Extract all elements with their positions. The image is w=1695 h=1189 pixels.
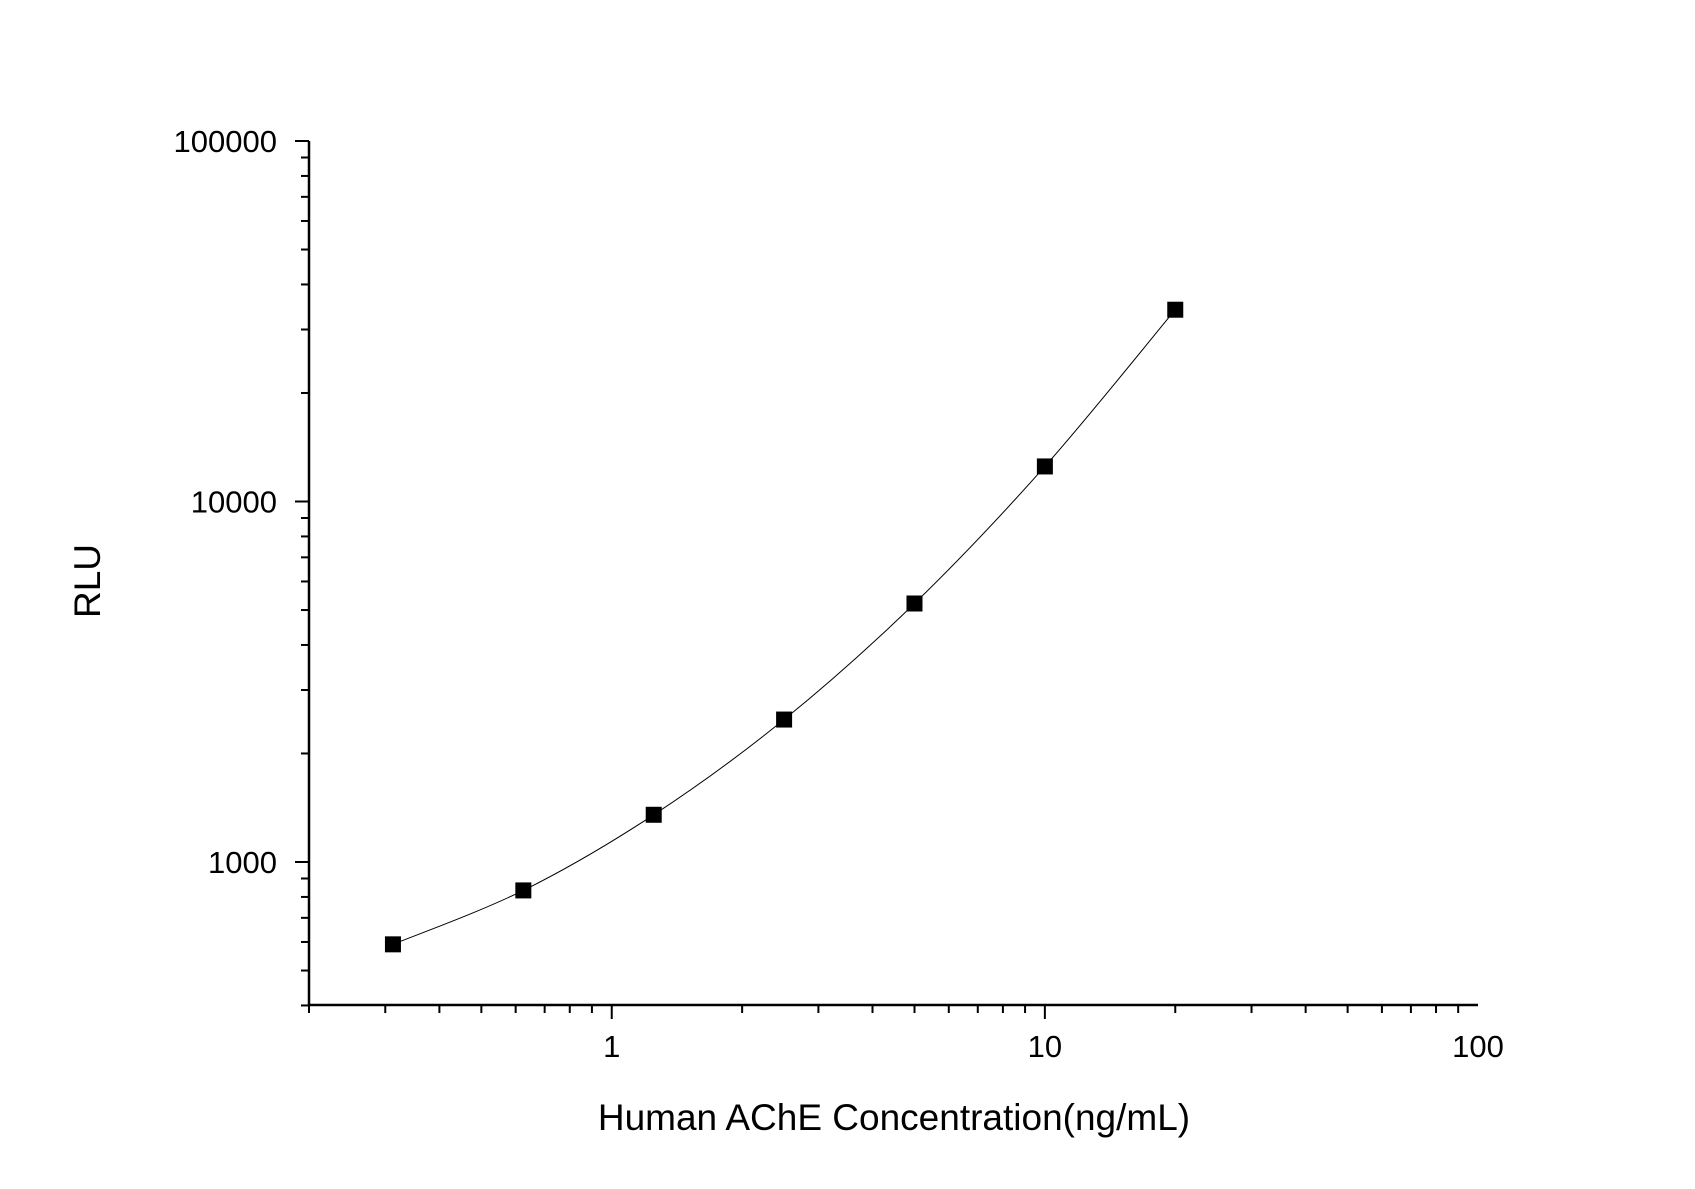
data-point	[645, 806, 662, 823]
data-point	[384, 936, 401, 953]
data-point	[1167, 301, 1184, 318]
data-point	[515, 882, 532, 899]
y-tick-label: 10000	[191, 485, 277, 520]
x-axis-label: Human AChE Concentration(ng/mL)	[598, 1097, 1190, 1138]
data-point	[1036, 458, 1053, 475]
data-points	[384, 301, 1184, 953]
data-point	[776, 711, 793, 728]
x-tick-label: 1	[603, 1029, 620, 1064]
y-axis-label: RLU	[67, 544, 108, 618]
series-line	[392, 309, 1176, 945]
x-tick-label: 100	[1452, 1029, 1504, 1064]
data-point	[906, 595, 923, 612]
tick-labels: 1 10 100 1000 10000 100000	[174, 124, 1504, 1064]
ticks	[295, 140, 1460, 1019]
y-tick-label: 100000	[174, 124, 277, 159]
axes	[307, 141, 1478, 1007]
y-tick-label: 1000	[208, 845, 277, 880]
x-tick-label: 10	[1028, 1029, 1062, 1064]
